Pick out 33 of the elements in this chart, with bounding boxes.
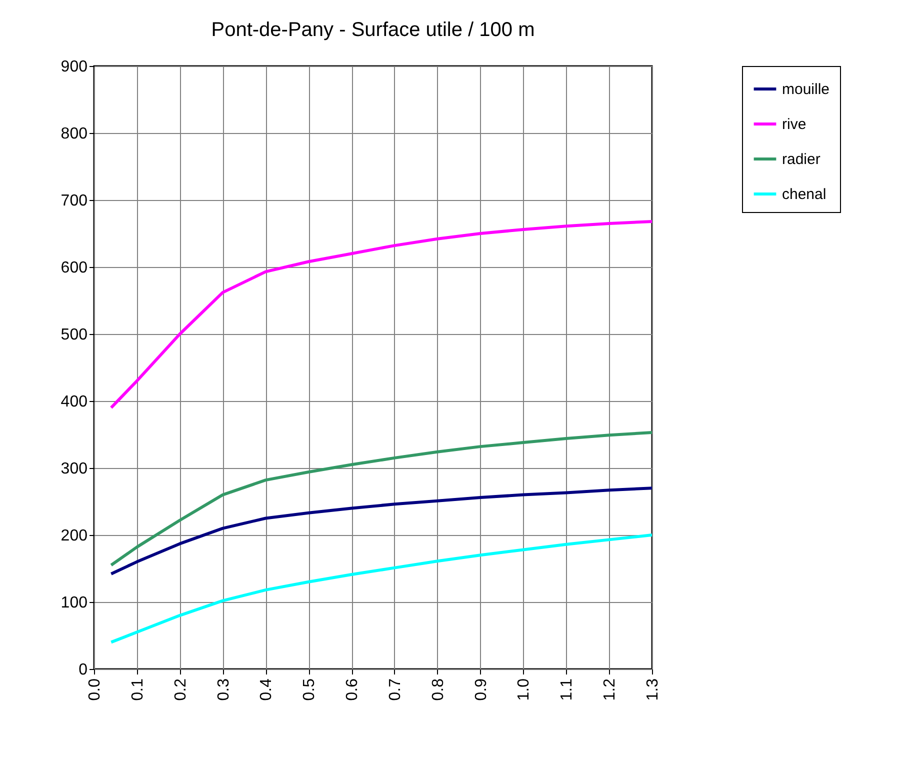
x-tick-label: 1.3 bbox=[644, 678, 662, 701]
y-tick-label: 700 bbox=[60, 192, 88, 210]
x-tick-label: 1.0 bbox=[516, 678, 533, 701]
y-tick-label: 100 bbox=[60, 594, 88, 612]
x-tick-label: 0.6 bbox=[344, 678, 362, 701]
legend-label: rive bbox=[782, 116, 806, 133]
y-tick-label: 200 bbox=[60, 528, 88, 544]
legend-label: chenal bbox=[782, 186, 826, 203]
x-tick-label: 0.0 bbox=[86, 678, 104, 701]
x-tick-label: 0.3 bbox=[215, 678, 232, 701]
x-tick-label: 0.4 bbox=[258, 678, 276, 701]
x-tick-label: 0.2 bbox=[172, 678, 190, 701]
y-tick-label: 800 bbox=[60, 126, 88, 142]
line-series bbox=[110, 430, 652, 567]
y-tick-label: 0 bbox=[78, 662, 88, 678]
x-tick-label: 0.9 bbox=[472, 678, 490, 701]
y-tick-label: 900 bbox=[60, 58, 88, 76]
x-tick-label: 1.2 bbox=[602, 678, 619, 701]
legend-label: radier bbox=[782, 151, 820, 168]
chart-title: Pont-de-Pany - Surface utile / 100 m bbox=[211, 19, 535, 41]
x-tick-label: 0.5 bbox=[301, 678, 318, 701]
x-tick-label: 1.1 bbox=[558, 678, 576, 701]
y-tick-label: 400 bbox=[60, 394, 88, 410]
y-tick-label: 600 bbox=[60, 260, 88, 276]
legend-label: mouille bbox=[782, 81, 830, 98]
line-series bbox=[110, 486, 652, 576]
y-tick-label: 300 bbox=[60, 460, 88, 478]
x-tick-label: 0.1 bbox=[129, 678, 146, 701]
line-series bbox=[110, 220, 652, 410]
line-series bbox=[110, 534, 652, 644]
x-tick-label: 0.8 bbox=[430, 678, 447, 701]
y-tick-label: 500 bbox=[60, 326, 88, 344]
x-tick-label: 0.7 bbox=[386, 678, 404, 701]
